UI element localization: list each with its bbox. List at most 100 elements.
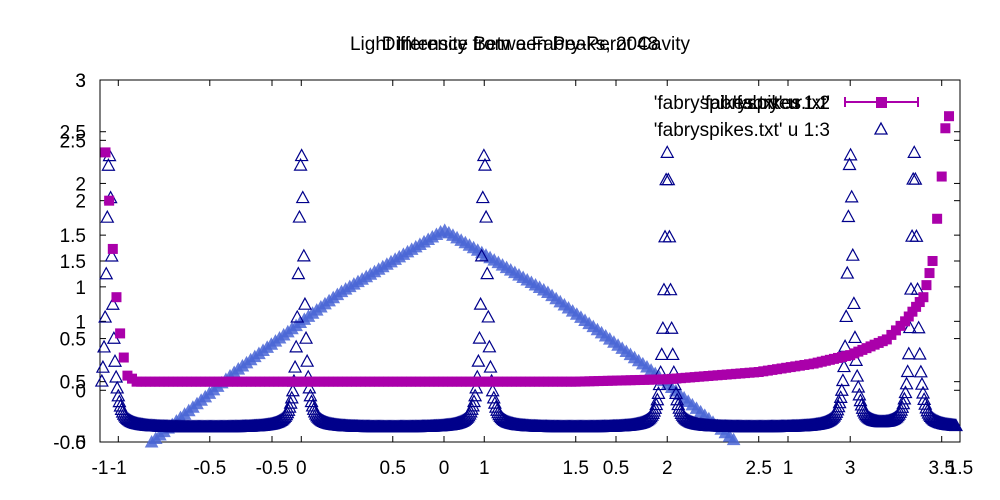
spike-point — [896, 396, 911, 410]
legend-label-purple-1: 'fabryspikes.txt' u 1:2 — [654, 93, 830, 114]
legend-label-purple-2: 'fabryerr.txt' — [733, 93, 830, 114]
y-tick-label: 0 — [75, 433, 86, 454]
square-point — [100, 147, 111, 158]
y-tick-label: 2 — [75, 174, 86, 195]
spike-point — [834, 383, 849, 396]
spike-point — [99, 266, 114, 280]
spike-point — [94, 373, 109, 387]
spike-point — [670, 392, 685, 406]
spike-point — [664, 320, 679, 334]
x-tick-label: 1 — [479, 458, 490, 479]
square-point — [927, 256, 938, 266]
x-tick-label: 3 — [845, 458, 856, 479]
spike-point — [297, 296, 312, 310]
spike-point — [104, 248, 119, 262]
spike-point — [846, 296, 861, 310]
spike-point — [662, 229, 677, 243]
spike-point — [481, 309, 496, 323]
spike-point — [479, 209, 494, 223]
x-tick-label: 0.5 — [380, 458, 406, 479]
x-tick-label: 1 — [783, 458, 794, 479]
spike-point — [911, 320, 926, 334]
spike-point — [480, 266, 495, 280]
spike-point — [486, 390, 501, 404]
spike-point — [299, 330, 314, 344]
spike-point — [658, 229, 673, 243]
spike-point — [111, 388, 126, 402]
spike-point — [902, 320, 917, 334]
spike-point — [648, 400, 663, 414]
spike-point — [95, 359, 110, 373]
spike-point — [821, 413, 836, 427]
x-tick-label: -1 — [110, 458, 127, 479]
square-point — [107, 243, 118, 254]
spike-point — [909, 229, 924, 242]
spike-point — [665, 347, 680, 361]
square-point — [918, 292, 929, 303]
spike-point — [105, 297, 120, 310]
spike-point — [836, 359, 852, 373]
spike-point — [296, 248, 311, 262]
spike-point — [899, 376, 914, 390]
spike-point — [282, 399, 297, 413]
spike-point — [303, 388, 318, 402]
spike-point — [831, 399, 846, 413]
spike-point — [895, 400, 910, 413]
x-tick-label: -0.5 — [193, 458, 226, 479]
x-tick-label: -1 — [92, 458, 109, 479]
spike-point — [844, 189, 859, 203]
y-tick-label: 1 — [75, 312, 86, 333]
spike-point — [914, 376, 929, 390]
y-tick-label: 2.5 — [60, 131, 86, 152]
spike-point — [663, 282, 678, 296]
spike-point — [98, 309, 113, 323]
spike-point — [842, 157, 857, 171]
spike-point — [475, 190, 490, 204]
spike-point — [107, 354, 123, 367]
envelope-point — [726, 432, 741, 446]
y-tick-label: 0.5 — [60, 330, 86, 351]
square-point — [936, 171, 947, 182]
spike-point — [839, 309, 854, 323]
y-tick-label: 3 — [75, 71, 86, 92]
legend-label-purple-3: 'fabryspikes.txt' — [701, 93, 830, 114]
spike-point — [293, 157, 308, 171]
x-tick-label: 3.5 — [928, 458, 954, 479]
spike-point — [483, 359, 498, 373]
spike-point — [482, 339, 497, 353]
spike-point — [917, 392, 932, 405]
spike-point — [847, 330, 862, 344]
y-tick-label: 0 — [75, 381, 86, 402]
spike-point — [295, 190, 310, 204]
spike-point — [852, 387, 867, 401]
spike-point — [660, 145, 675, 158]
data-marks — [94, 111, 963, 448]
spike-point — [290, 309, 305, 323]
spike-point — [101, 157, 116, 171]
spike-point — [655, 320, 670, 334]
square-point — [940, 123, 951, 134]
spike-point — [471, 353, 486, 367]
square-point — [104, 195, 115, 206]
spike-point — [474, 248, 489, 262]
spike-point — [294, 148, 309, 162]
square-point — [944, 111, 955, 122]
square-point — [924, 268, 935, 279]
spike-point — [100, 209, 115, 223]
spike-point — [850, 368, 865, 382]
spike-point — [651, 386, 666, 399]
spike-point — [908, 171, 923, 185]
y-tick-label: 1 — [75, 278, 86, 299]
spike-point — [289, 339, 304, 353]
legend-marker-square — [876, 97, 887, 108]
y-tick-label: 3 — [75, 71, 86, 92]
square-point — [118, 352, 129, 363]
y-tick-label: 2 — [75, 192, 86, 213]
y-tick-label: 2.5 — [60, 123, 86, 144]
spike-point — [469, 380, 484, 394]
spike-point — [840, 265, 855, 279]
spike-point — [272, 413, 287, 427]
x-tick-label: -0.5 — [256, 458, 289, 479]
y-tick-label: 1.5 — [60, 252, 86, 273]
